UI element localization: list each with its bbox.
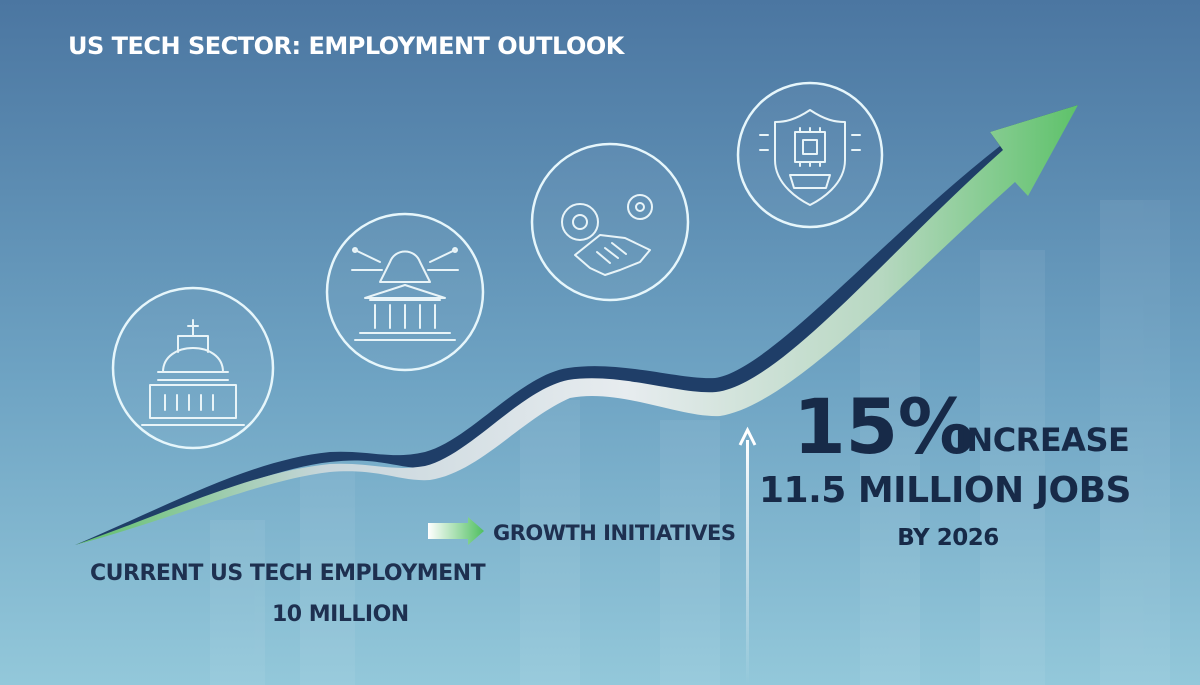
- legend-swatch: [428, 517, 484, 545]
- security-icon: [736, 81, 884, 229]
- title: US TECH SECTOR: EMPLOYMENT OUTLOOK: [68, 32, 626, 60]
- legend-label: GROWTH INITIATIVES: [493, 521, 735, 545]
- baseline-label: CURRENT US TECH EMPLOYMENT: [90, 561, 486, 586]
- pointer-line: [746, 440, 749, 685]
- baseline-value: 10 MILLION: [272, 602, 409, 627]
- outlook-percent: 15%: [793, 382, 973, 471]
- pointer-head: [738, 426, 757, 446]
- outlook-percent-label: INCREASE: [955, 421, 1129, 459]
- outlook-jobs: 11.5 MILLION JOBS: [759, 470, 1131, 511]
- background-bars: [210, 200, 1170, 685]
- partnership-icon: [530, 142, 690, 302]
- outlook-year: BY 2026: [897, 525, 998, 551]
- institution-icon: [325, 212, 485, 372]
- capitol-icon: [111, 286, 275, 450]
- growth-arrow-shadow: [75, 105, 1078, 545]
